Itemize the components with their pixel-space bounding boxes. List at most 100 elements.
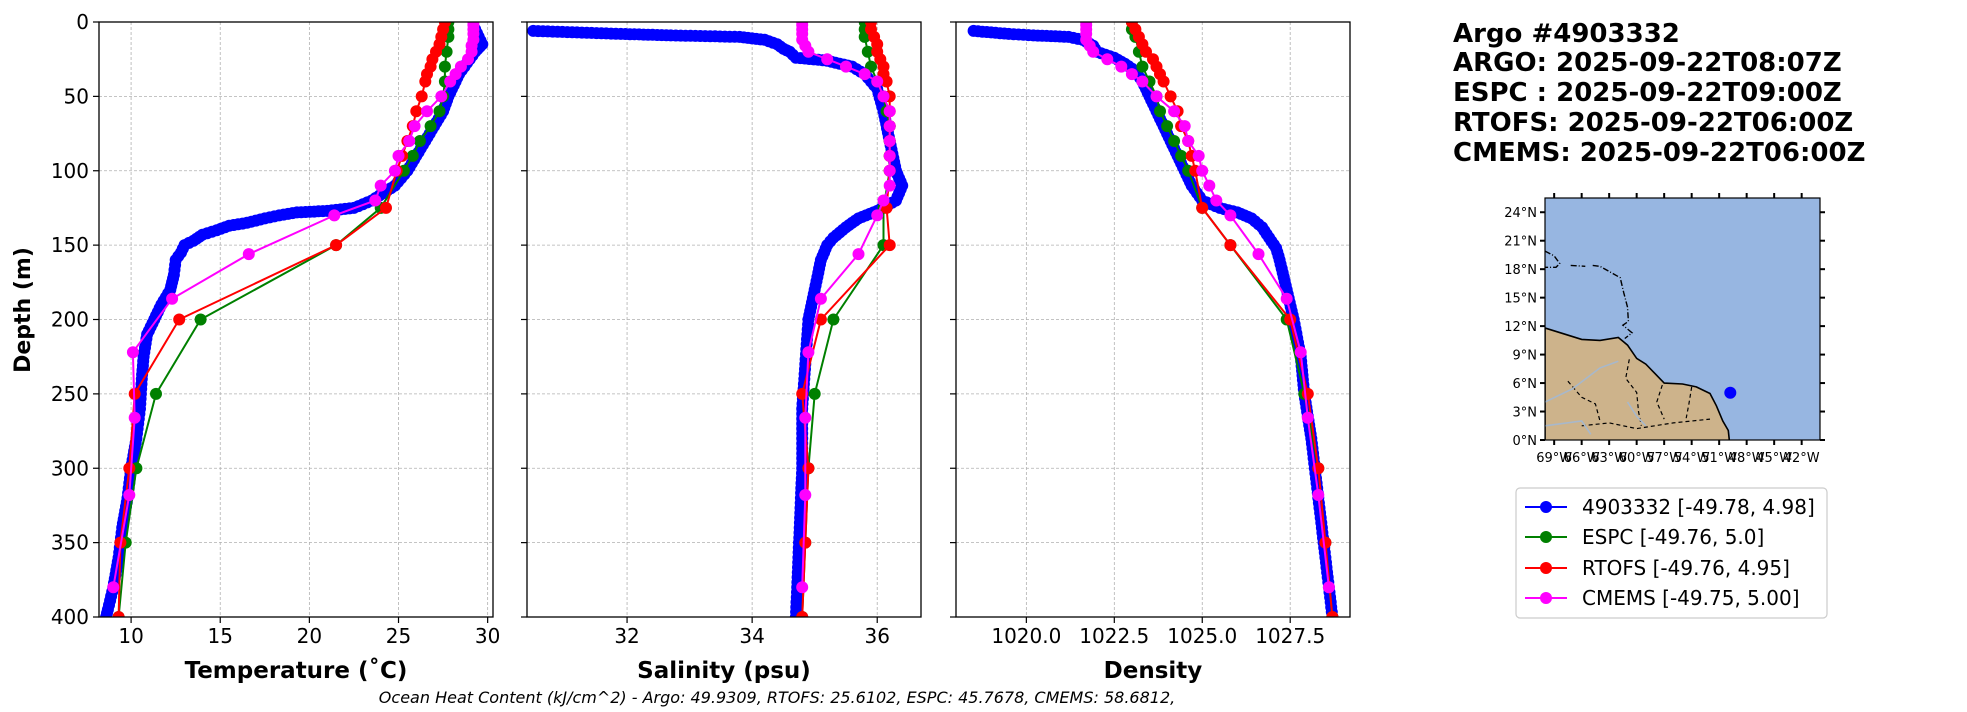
series-line-argo [533,29,904,617]
y-tick-label: 300 [51,456,89,480]
data-point-cmems [128,411,141,424]
data-point-rtofs [123,462,136,475]
data-point-rtofs [410,105,423,118]
map-x-tick-label: 63°W [1591,451,1627,466]
data-point-cmems [883,179,896,192]
y-axis-label: Depth (m) [11,247,36,373]
footer-ohc: Ocean Heat Content (kJ/cm^2) - Argo: 49.… [379,688,1175,707]
legend-label-argo: 4903332 [-49.78, 4.98] [1582,495,1815,519]
map-border [1567,380,1601,422]
map-y-tick-label: 24°N [1504,206,1537,221]
series-cmems [796,22,896,594]
map-frame [1544,197,1821,441]
map-border [1656,384,1665,420]
x-tick-label: 34 [739,624,764,648]
data-point-cmems [107,581,120,594]
header-line-espc: ESPC : 2025-09-22T09:00Z [1453,78,1842,108]
data-point-rtofs [814,313,827,326]
data-point-cmems [1192,149,1205,162]
data-point-espc [440,45,453,58]
data-point-cmems [802,346,815,359]
legend-marker-cmems [1540,592,1552,604]
density-x-axis-label: Density [1104,658,1203,684]
series-line-argo [105,28,484,617]
map-border [1581,418,1711,430]
map-y-tick-label: 0°N [1513,434,1538,449]
map-y-tick-label: 18°N [1504,263,1537,278]
data-point-cmems [1196,164,1209,177]
map-x-tick-label: 45°W [1756,451,1792,466]
x-tick-label: 20 [297,624,322,648]
legend: 4903332 [-49.78, 4.98] ESPC [-49.76, 5.0… [1515,487,1828,619]
legend-marker-espc [1540,531,1552,543]
x-tick-label: 10 [118,624,143,648]
map-island-coast [1592,264,1634,340]
data-point-cmems [435,90,448,103]
data-point-rtofs [1224,239,1237,252]
data-point-espc [827,313,840,326]
data-point-cmems [421,105,433,118]
map-x-tick-label: 66°W [1564,451,1600,466]
map-island-coast [1570,264,1586,267]
data-point-cmems [1294,346,1307,359]
data-point-cmems [871,75,884,88]
data-point-rtofs [799,536,812,549]
data-point-cmems [883,135,896,147]
series-cmems [1080,22,1335,594]
series-line-argo [973,29,1334,617]
x-tick-label: 1027.5 [1255,624,1325,648]
data-point-cmems [1312,489,1325,501]
data-point-cmems [799,411,812,424]
y-tick-label: 0 [76,10,89,34]
y-tick-label: 400 [51,605,89,629]
series-line-espc [117,22,450,617]
data-point-cmems [1136,75,1149,88]
data-point-espc [1154,105,1166,118]
salinity-grid [527,21,921,618]
salinity-panel: 32 34 36 Salinity (psu) [521,21,922,684]
temperature-x-axis-label: Temperature (˚C) [185,657,408,684]
data-point-cmems [814,292,827,305]
data-point-cmems [883,105,896,118]
data-point-espc [406,149,419,162]
x-tick-label: 1020.0 [991,624,1061,648]
data-point-cmems [840,60,852,73]
map-land [1545,327,1731,440]
y-tick-label: 50 [64,84,89,108]
data-point-rtofs [112,611,125,617]
map-y-tick-label: 9°N [1513,349,1538,364]
data-point-cmems [1280,292,1293,305]
data-point-rtofs [1164,90,1177,103]
data-point-cmems [1125,68,1138,81]
data-point-cmems [408,120,421,133]
location-map: 69°W66°W63°W60°W57°W54°W51°W48°W45°W42°W… [1504,193,1825,466]
map-border [1685,386,1693,419]
data-point-cmems [858,68,871,81]
data-point-cmems [403,135,416,147]
data-point-espc [194,313,207,326]
legend-label-rtofs: RTOFS [-49.76, 4.95] [1582,556,1790,580]
legend-entry-espc: ESPC [-49.76, 5.0] [1525,525,1764,549]
map-island-coast [1545,250,1561,268]
header-title: Argo #4903332 [1453,19,1680,49]
data-point-cmems [166,292,179,305]
data-point-espc [413,135,426,147]
map-x-tick-label: 57°W [1646,451,1682,466]
data-point-cmems [1252,248,1265,261]
series-cmems [107,22,480,594]
y-tick-label: 350 [51,531,89,555]
data-point-espc [808,387,821,400]
series-espc [112,22,455,617]
salinity-x-axis-label: Salinity (psu) [637,658,811,684]
y-tick-label: 250 [51,382,89,406]
map-x-tick-label: 51°W [1701,451,1737,466]
data-point-cmems [877,194,890,207]
data-point-cmems [1178,120,1191,133]
data-point-espc [1168,135,1181,147]
data-point-rtofs [883,239,896,252]
map-y-tick-label: 6°N [1513,377,1538,392]
legend-frame [1515,487,1828,619]
data-point-espc [1175,149,1188,162]
data-point-argo [100,611,113,617]
